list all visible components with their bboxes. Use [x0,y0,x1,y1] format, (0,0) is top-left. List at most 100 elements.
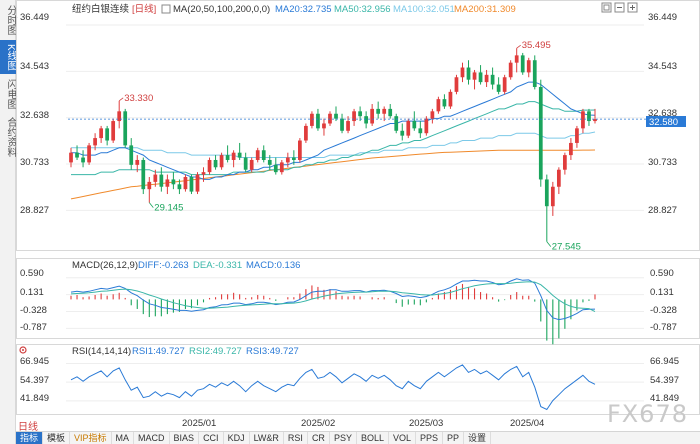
tab-timeshare[interactable]: 分时图 [5,5,16,35]
candle-body [316,113,320,129]
indicator-tab-13[interactable]: VOL [389,431,416,444]
candle [430,108,435,124]
candle-body [514,55,519,63]
candle-body [213,159,218,168]
candle-body [472,72,477,80]
candle [538,79,543,187]
restore-icon[interactable] [601,2,612,13]
candle-body [358,111,362,117]
candle [370,104,375,126]
macd-tick-right: 0.590 [650,268,674,279]
candle [581,108,585,134]
candle [117,100,122,129]
candle [213,155,218,170]
candle [478,65,483,85]
candle [454,74,459,95]
candle-body [526,60,531,73]
candle-body [484,74,489,83]
chart-canvas[interactable]: 纽约白银连续 [日线] MA(20,50,100,200,0,0) MA20:3… [16,0,700,431]
indicator-tab-7[interactable]: KDJ [224,431,250,444]
indicator-tab-5[interactable]: BIAS [170,431,200,444]
candle [328,111,332,126]
window-controls [601,2,638,13]
candle-body [406,121,411,136]
candle [310,111,314,129]
indicator-tab-9[interactable]: RSI [284,431,308,444]
candle-body [75,152,79,158]
indicator-tab-0[interactable]: 指标 [16,431,44,444]
macd-diff-value: DIFF:-0.263 [138,260,189,271]
arrow-icon [148,202,154,208]
candle-body [310,113,314,126]
candle [171,172,176,190]
zoom-out-icon[interactable] [614,2,625,13]
candle-body [418,128,423,134]
annotation-high-1: 33.330 [124,93,153,104]
period-label: [日线] [132,3,156,15]
candle [424,116,429,136]
zoom-in-icon[interactable] [627,2,638,13]
price-tick-right: 30.733 [648,157,677,168]
indicator-tab-6[interactable]: CCI [199,431,224,444]
indicator-tab-12[interactable]: BOLL [357,431,389,444]
indicator-tab-15[interactable]: PP [443,431,465,444]
indicator-tab-14[interactable]: PPS [416,431,443,444]
price-axis-labels: 36.449 34.543 32.638 30.733 28.827 36.44… [20,12,677,216]
indicator-tab-4[interactable]: MACD [134,431,170,444]
indicator-tab-3[interactable]: MA [112,431,135,444]
candle-body [177,184,182,190]
ma50-line [71,101,596,176]
candle-body [279,162,284,173]
candle [304,123,308,143]
candle-body [490,74,495,85]
indicator-tab-8[interactable]: LW&R [250,431,284,444]
candle-body [340,118,344,131]
candle-body [394,116,399,131]
candle-body [243,157,248,170]
candle-body [593,119,597,122]
tab-contract-info[interactable]: 合约资料 [5,117,16,157]
candle [412,111,417,131]
instrument-name: 纽约白银连续 [72,3,130,15]
candle [243,152,248,173]
candle [93,133,97,151]
candle-body [267,159,272,165]
candle [99,125,103,143]
candle [261,145,266,163]
macd-lines [70,278,596,321]
candle [267,155,272,170]
indicator-tab-10[interactable]: CR [308,431,330,444]
indicator-tab-2[interactable]: VIP指标 [70,431,112,444]
indicator-tab-16[interactable]: 设置 [464,431,492,444]
candle [569,138,573,160]
rsi-tick-right: 66.945 [650,356,679,367]
indicator-tab-11[interactable]: PSY [330,431,357,444]
rsi-legend: RSI(14,14,14) RSI1:49.727 RSI2:49.727 RS… [72,346,299,357]
candle-body [87,145,91,163]
candle [255,147,260,163]
rsi-tick-left: 66.945 [20,356,49,367]
candle [159,167,164,192]
toggle-box-icon[interactable] [161,4,171,14]
candle [279,159,284,175]
candle-body [508,62,513,78]
candle-body [111,121,116,141]
candle-body [291,157,296,160]
candlesticks [69,48,597,242]
macd-tick-left: 0.131 [20,287,44,298]
price-tick-left: 28.827 [20,205,49,216]
indicator-tab-1[interactable]: 模板 [43,431,71,444]
tab-flash[interactable]: 闪电图 [5,79,16,109]
candle [388,104,393,119]
macd-legend: MACD(26,12,9) DIFF:-0.263 DEA:-0.331 MAC… [72,260,300,271]
period-select-button[interactable]: 日线 [18,422,38,433]
grid-lines [66,24,644,402]
ma200-line [70,149,596,200]
gear-icon[interactable] [18,345,28,355]
candle [514,48,519,73]
candle [225,145,230,163]
ma20-line [71,81,596,180]
candle [526,57,531,78]
macd-params: MACD(26,12,9) [72,260,138,271]
tab-kline[interactable]: K线图 [0,40,16,74]
